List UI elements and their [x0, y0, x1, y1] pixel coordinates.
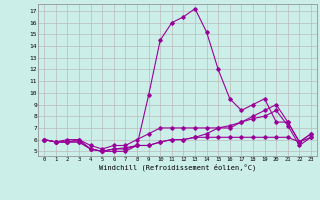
X-axis label: Windchill (Refroidissement éolien,°C): Windchill (Refroidissement éolien,°C) — [99, 164, 256, 171]
